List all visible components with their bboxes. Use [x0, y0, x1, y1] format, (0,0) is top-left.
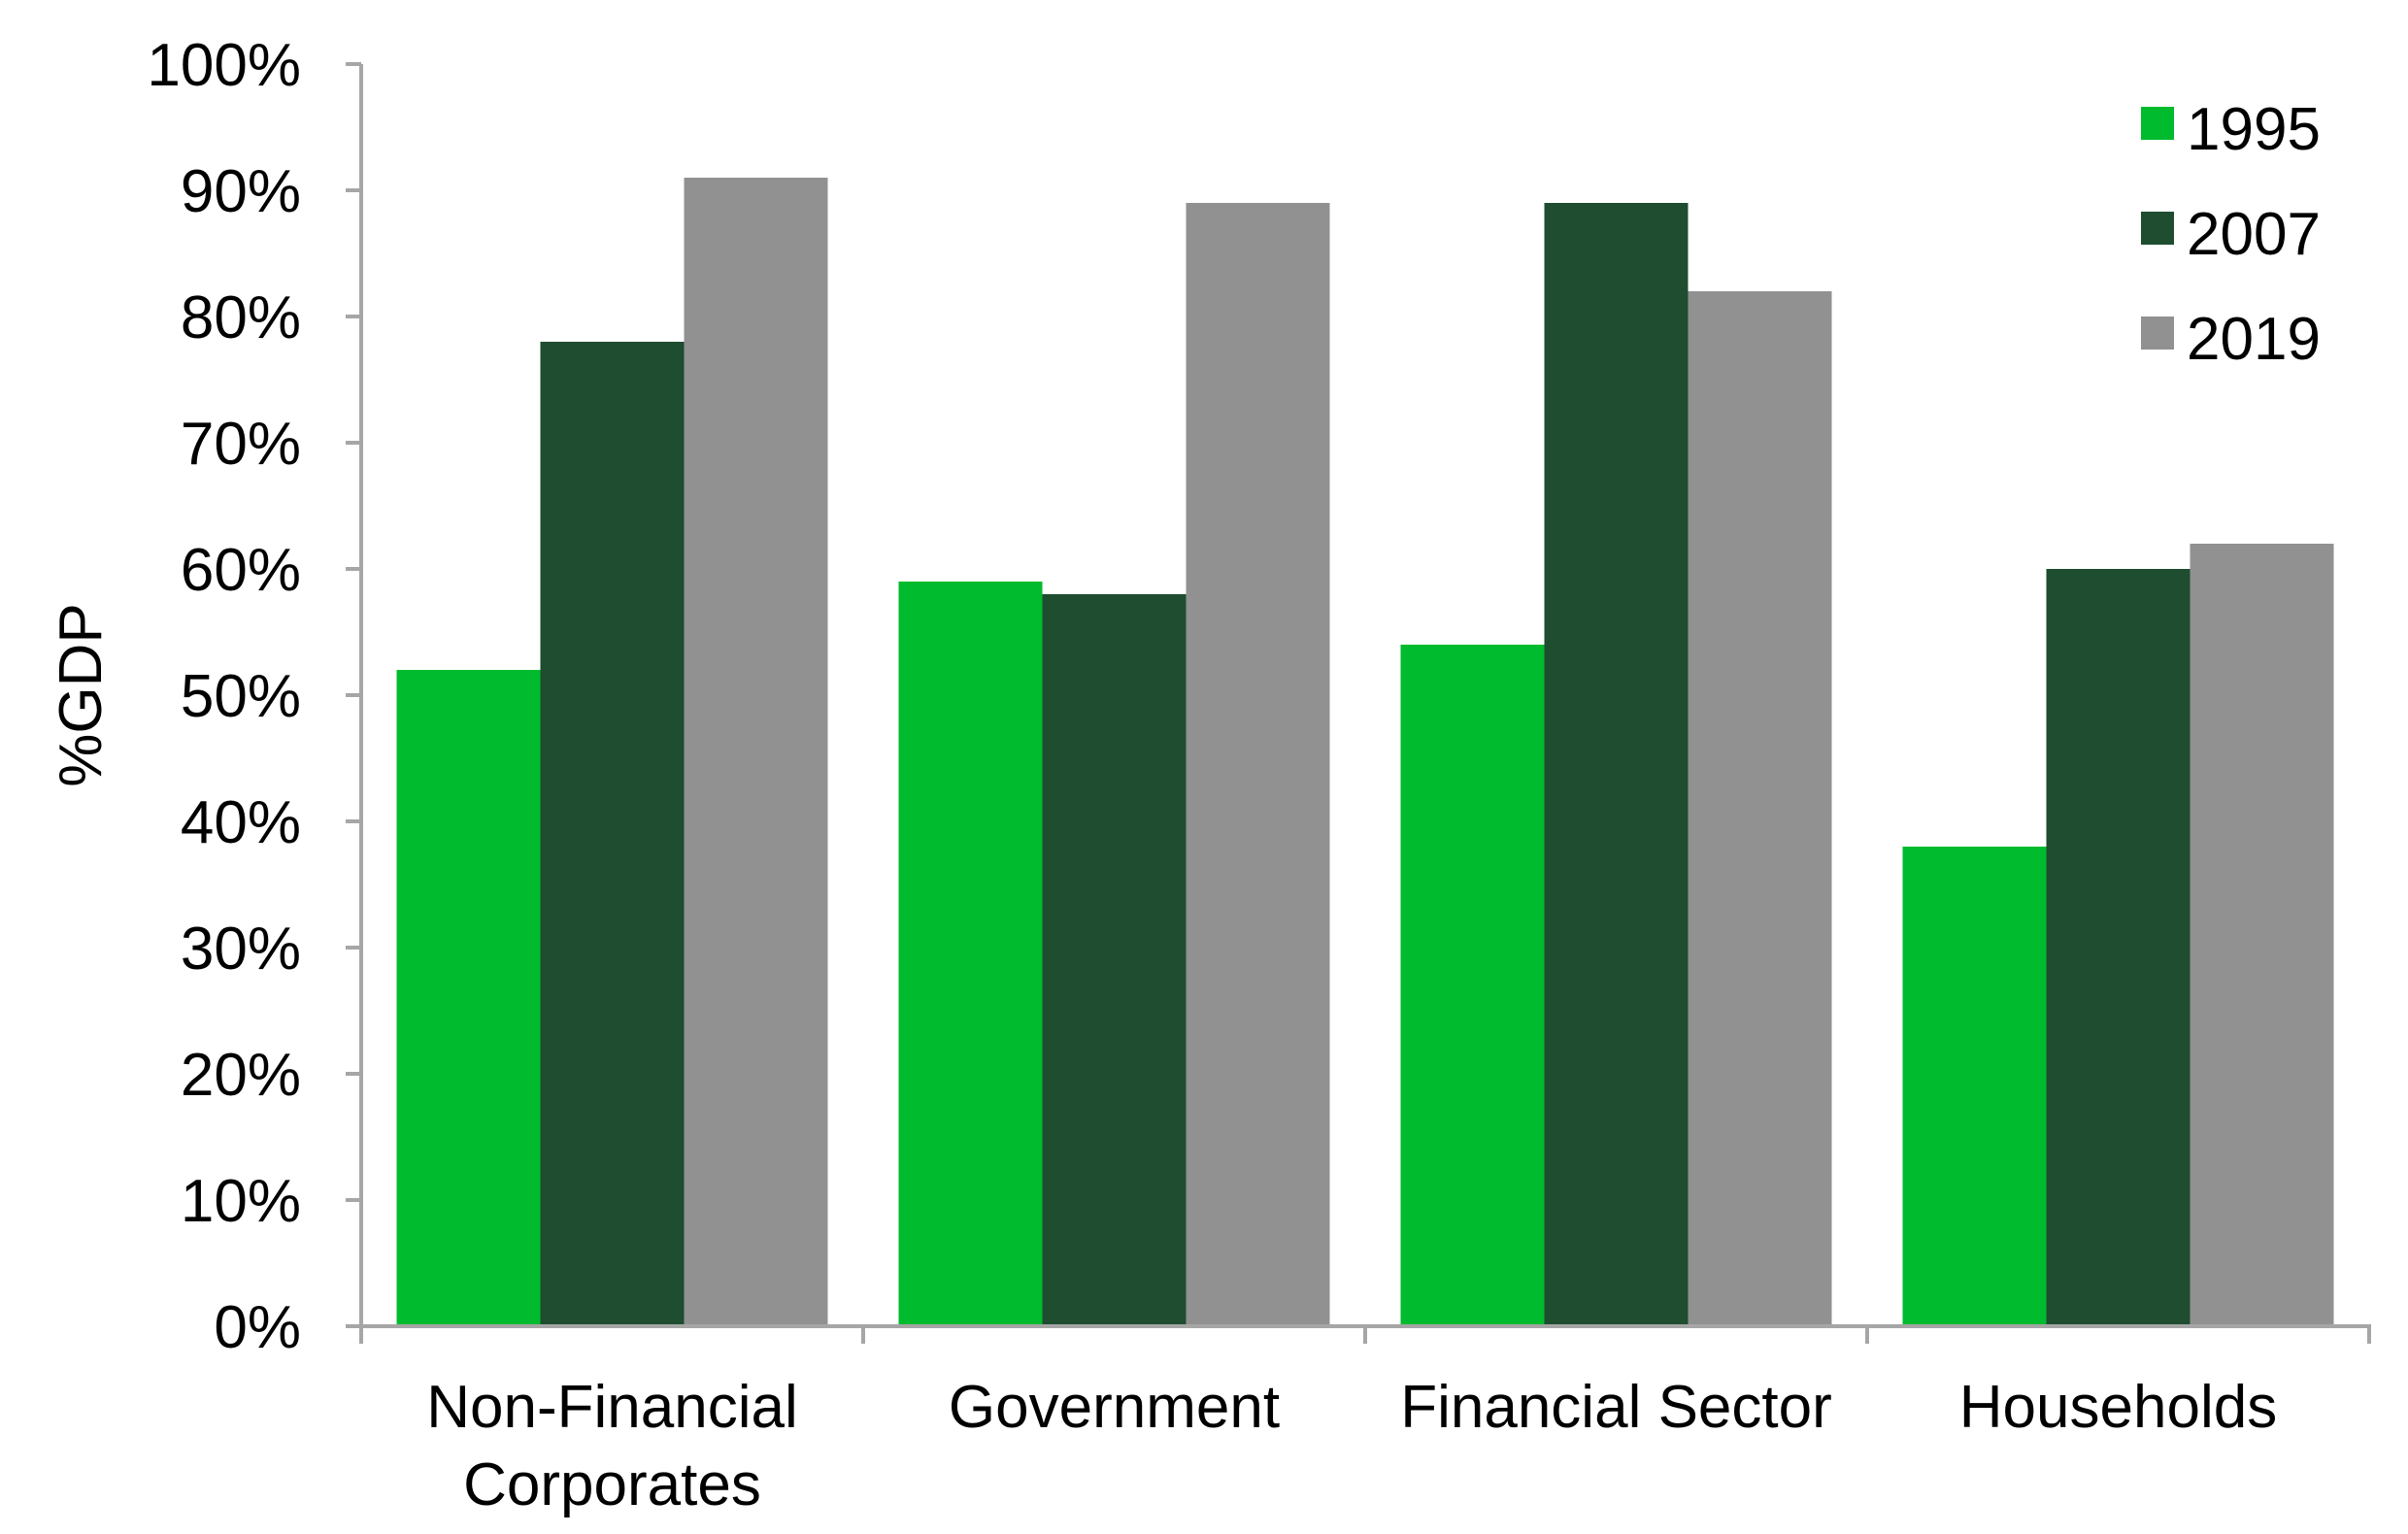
- bar-2019-cat-2: [1688, 291, 1832, 1326]
- x-category-label: Financial Sector: [1400, 1374, 1832, 1441]
- bar-2019-cat-1: [1186, 203, 1330, 1326]
- x-category-label: Corporates: [463, 1451, 761, 1518]
- bar-1995-cat-2: [1400, 645, 1545, 1326]
- y-tick-label: 40%: [181, 789, 301, 856]
- y-tick-label: 20%: [181, 1042, 301, 1109]
- bar-1995-cat-3: [1902, 847, 2047, 1326]
- legend-swatch-2019: [2141, 317, 2174, 350]
- axes-group: [346, 62, 2371, 1344]
- y-tick-label: 0%: [214, 1294, 301, 1361]
- legend-label-2019: 2019: [2187, 306, 2321, 373]
- y-tick-label: 60%: [181, 537, 301, 604]
- legend-swatch-1995: [2141, 107, 2174, 140]
- y-tick-label: 90%: [181, 158, 301, 225]
- bar-2007-cat-0: [540, 342, 685, 1326]
- bar-2007-cat-3: [2046, 569, 2191, 1326]
- bar-2007-cat-2: [1544, 203, 1689, 1326]
- legend: 1995 2007 2019: [2141, 96, 2321, 373]
- y-tick-label: 10%: [181, 1168, 301, 1235]
- y-tick-label: 50%: [181, 663, 301, 730]
- legend-label-2007: 2007: [2187, 201, 2321, 268]
- bar-2007-cat-1: [1042, 594, 1187, 1326]
- y-tick-label: 30%: [181, 916, 301, 983]
- bar-1995-cat-1: [898, 582, 1043, 1326]
- bars-group: [396, 178, 2334, 1326]
- x-category-label: Households: [1959, 1374, 2277, 1441]
- legend-swatch-2007: [2141, 212, 2174, 245]
- x-category-label: Government: [949, 1374, 1280, 1441]
- y-axis-title: %GDP: [48, 603, 115, 786]
- x-category-label: Non-Financial: [426, 1374, 798, 1441]
- y-tick-label: 80%: [181, 284, 301, 351]
- bar-2019-cat-0: [684, 178, 828, 1326]
- x-category-labels: Non-Financial Corporates Government Financi…: [426, 1374, 2277, 1518]
- y-tick-labels: 0% 10% 20% 30% 40% 50% 60% 70% 80% 90% 100%: [147, 32, 301, 1361]
- bar-2019-cat-3: [2190, 544, 2334, 1326]
- y-tick-label: 100%: [147, 32, 301, 99]
- bar-1995-cat-0: [396, 670, 541, 1326]
- legend-label-1995: 1995: [2187, 96, 2321, 163]
- y-tick-label: 70%: [181, 411, 301, 478]
